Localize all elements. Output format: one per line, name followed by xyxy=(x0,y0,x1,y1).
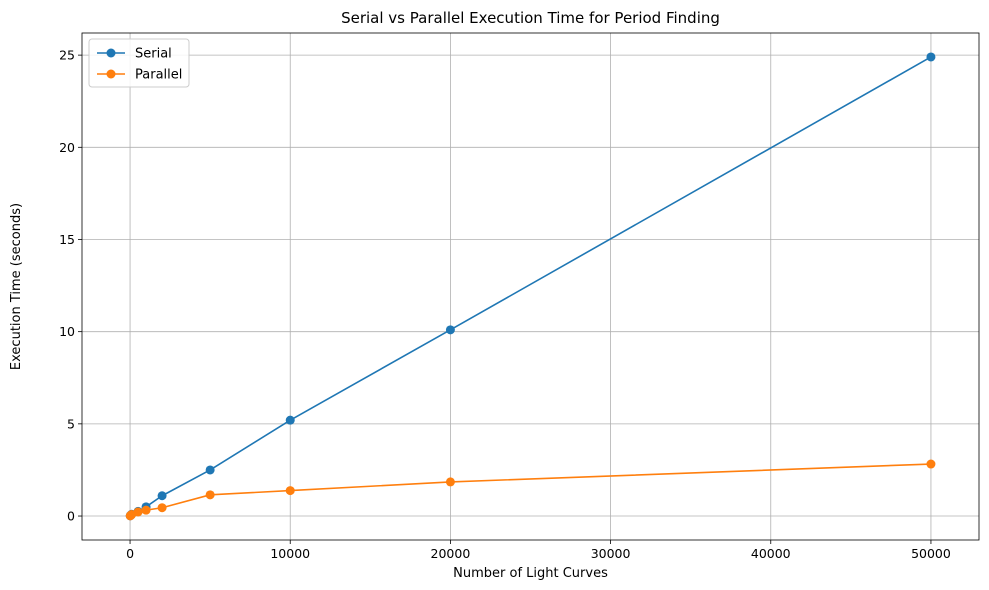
y-tick-label: 10 xyxy=(59,324,75,339)
data-point-parallel xyxy=(285,486,295,496)
data-point-parallel xyxy=(157,503,167,513)
x-tick-label: 0 xyxy=(126,546,134,561)
x-tick-label: 40000 xyxy=(751,546,791,561)
data-point-serial xyxy=(205,465,215,475)
y-tick-label: 15 xyxy=(59,232,75,247)
y-tick-label: 0 xyxy=(67,509,75,524)
series-layer xyxy=(125,52,936,521)
x-tick-label: 20000 xyxy=(431,546,471,561)
legend-label: Parallel xyxy=(135,68,182,83)
y-tick-label: 20 xyxy=(59,140,75,155)
data-point-parallel xyxy=(205,490,215,500)
y-axis-ticks: 0 5 10 15 20 25 xyxy=(59,48,82,524)
legend-item-parallel: Parallel xyxy=(97,68,182,83)
grid xyxy=(82,33,979,540)
legend-swatch-marker xyxy=(106,69,116,79)
data-point-serial xyxy=(926,52,936,62)
legend-item-serial: Serial xyxy=(97,47,172,62)
x-tick-label: 10000 xyxy=(270,546,310,561)
data-point-parallel xyxy=(926,459,936,469)
legend-swatch-marker xyxy=(106,48,116,58)
x-axis-label: Number of Light Curves xyxy=(453,566,608,581)
chart-title: Serial vs Parallel Execution Time for Pe… xyxy=(341,9,720,27)
x-axis-ticks: 0 10000 20000 30000 40000 50000 xyxy=(126,540,951,561)
legend-label: Serial xyxy=(135,47,172,62)
data-point-parallel xyxy=(141,505,151,515)
legend: Serial Parallel xyxy=(88,38,190,88)
series-parallel xyxy=(125,459,936,521)
y-tick-label: 5 xyxy=(67,416,75,431)
x-tick-label: 30000 xyxy=(591,546,631,561)
plot-area-frame xyxy=(81,32,980,541)
data-point-serial xyxy=(285,415,295,425)
y-tick-label: 25 xyxy=(59,48,75,63)
x-tick-label: 50000 xyxy=(911,546,951,561)
y-axis-label: Execution Time (seconds) xyxy=(9,203,24,370)
data-point-parallel xyxy=(445,477,455,487)
data-point-parallel xyxy=(133,507,143,517)
data-point-serial xyxy=(157,491,167,501)
data-point-serial xyxy=(445,325,455,335)
